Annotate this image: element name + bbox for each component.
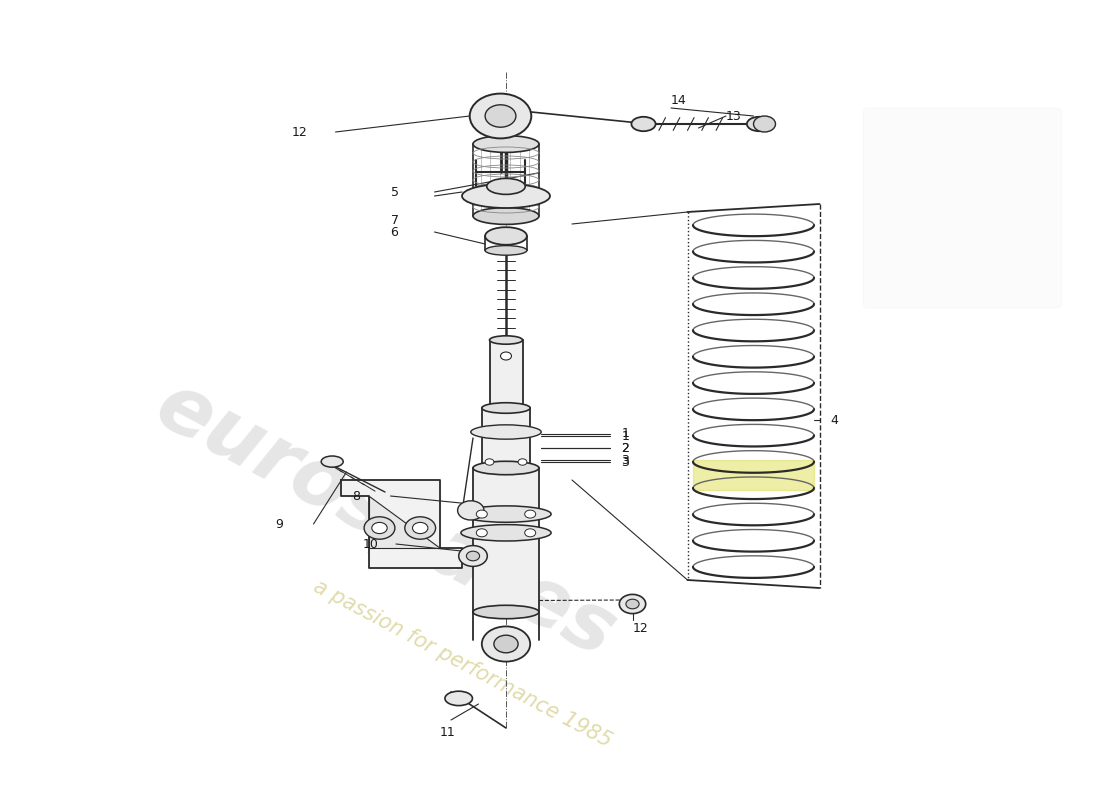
Text: 1: 1 xyxy=(621,430,629,442)
Circle shape xyxy=(619,594,646,614)
Bar xyxy=(693,460,814,490)
Circle shape xyxy=(482,626,530,662)
Ellipse shape xyxy=(473,135,539,152)
Bar xyxy=(490,340,522,408)
Circle shape xyxy=(485,105,516,127)
Text: 2: 2 xyxy=(621,442,629,454)
Ellipse shape xyxy=(473,462,539,474)
Ellipse shape xyxy=(747,117,771,131)
Ellipse shape xyxy=(486,178,526,194)
Ellipse shape xyxy=(485,227,527,245)
Text: 4: 4 xyxy=(830,414,838,426)
Text: 5: 5 xyxy=(390,186,398,198)
Ellipse shape xyxy=(461,525,551,541)
Text: eurospares: eurospares xyxy=(142,366,628,674)
Text: 12: 12 xyxy=(632,622,648,634)
Text: 3: 3 xyxy=(621,456,629,469)
FancyBboxPatch shape xyxy=(864,108,1062,308)
Circle shape xyxy=(485,459,494,465)
Text: 8: 8 xyxy=(352,490,360,502)
Text: 11: 11 xyxy=(440,726,455,738)
Circle shape xyxy=(372,522,387,534)
Circle shape xyxy=(626,599,639,609)
Circle shape xyxy=(405,517,436,539)
Text: 14: 14 xyxy=(671,94,686,106)
Circle shape xyxy=(466,551,480,561)
Text: 12: 12 xyxy=(292,126,307,138)
Circle shape xyxy=(500,352,512,360)
Text: 10: 10 xyxy=(363,538,378,550)
Text: 2: 2 xyxy=(621,442,629,454)
Circle shape xyxy=(518,459,527,465)
Text: 6: 6 xyxy=(390,226,398,238)
Bar xyxy=(473,468,539,612)
Text: 1: 1 xyxy=(621,427,629,440)
Circle shape xyxy=(459,546,487,566)
Ellipse shape xyxy=(482,402,530,414)
Circle shape xyxy=(476,529,487,537)
Circle shape xyxy=(476,510,487,518)
Circle shape xyxy=(525,529,536,537)
Text: 13: 13 xyxy=(726,110,741,122)
Ellipse shape xyxy=(471,425,541,439)
Ellipse shape xyxy=(631,117,656,131)
Circle shape xyxy=(470,94,531,138)
Ellipse shape xyxy=(321,456,343,467)
Text: a passion for performance 1985: a passion for performance 1985 xyxy=(309,577,615,751)
Bar xyxy=(482,408,530,468)
Polygon shape xyxy=(368,496,440,548)
Text: 9: 9 xyxy=(275,518,283,530)
Ellipse shape xyxy=(473,208,539,224)
Text: 3: 3 xyxy=(621,454,629,466)
Ellipse shape xyxy=(444,691,473,706)
Circle shape xyxy=(754,116,776,132)
Ellipse shape xyxy=(490,336,522,344)
Ellipse shape xyxy=(482,462,530,474)
Ellipse shape xyxy=(462,184,550,208)
Ellipse shape xyxy=(490,404,522,412)
Circle shape xyxy=(458,501,484,520)
Ellipse shape xyxy=(473,606,539,618)
Text: 7: 7 xyxy=(390,214,398,226)
Circle shape xyxy=(525,510,536,518)
Circle shape xyxy=(494,635,518,653)
Polygon shape xyxy=(341,480,462,568)
Ellipse shape xyxy=(461,506,551,522)
Circle shape xyxy=(412,522,428,534)
Circle shape xyxy=(364,517,395,539)
Ellipse shape xyxy=(485,246,527,255)
